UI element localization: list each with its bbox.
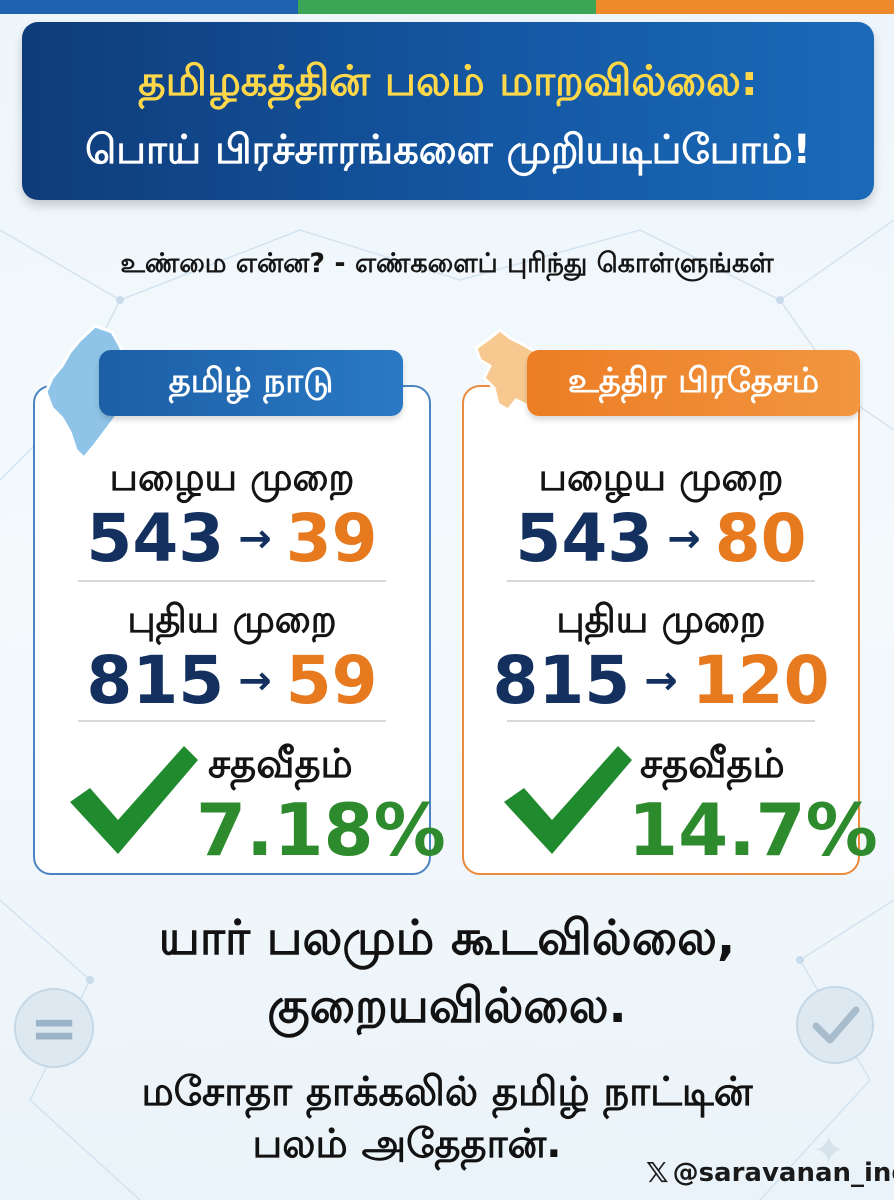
conclusion-line-2: குறையவில்லை. [267,978,627,1034]
conclusion-line-4: பலம் அதேதான். [252,1121,562,1167]
top-color-stripe [0,0,894,14]
uttar-pradesh-card [462,385,860,875]
equals-icon: = [14,988,94,1068]
tamil-nadu-card [33,385,431,875]
tn-divider-1 [78,580,386,582]
up-new-total: 815 [492,642,631,719]
tn-new-seats: 59 [285,642,378,719]
up-new-seats: 120 [691,642,830,719]
tn-old-system-numbers: 543 → 39 [33,506,431,572]
tn-new-total: 815 [86,642,225,719]
x-logo-icon: 𝕏 [646,1156,669,1189]
tn-old-seats: 39 [285,500,378,577]
right-arrow-icon: → [667,516,701,562]
headline-banner: தமிழகத்தின் பலம் மாறவில்லை: பொய் பிரச்சா… [22,22,874,200]
checkmark-icon [70,746,198,854]
tn-divider-2 [78,720,386,722]
tamil-nadu-label: தமிழ் நாடு [99,350,403,416]
up-old-seats: 80 [714,500,807,577]
right-arrow-icon: → [238,658,272,704]
tn-percent-label: சதவீதம் [208,741,353,787]
tn-percent-value: 7.18% [196,788,446,872]
tn-old-system-label: பழைய முறை [109,455,355,499]
headline-line-2: பொய் பிரச்சாரங்களை முறியடிப்போம்! [85,127,811,173]
headline-line-1: தமிழகத்தின் பலம் மாறவில்லை: [138,56,758,105]
conclusion-line-1: யார் பலமும் கூடவில்லை, [158,910,736,966]
uttar-pradesh-label: உத்திர பிரதேசம் [527,350,860,416]
subtitle: உண்மை என்ன? - எண்களைப் புரிந்து கொள்ளுங்… [120,248,774,279]
tn-new-system-label: புதிய முறை [127,597,337,641]
checkmark-icon [504,746,632,854]
tn-new-system-numbers: 815 → 59 [33,648,431,714]
up-percent-label: சதவீதம் [640,741,785,787]
up-divider-1 [507,580,815,582]
right-arrow-icon: → [238,516,272,562]
up-new-system-numbers: 815 → 120 [462,648,860,714]
sparkle-icon: ✦ [812,1128,846,1174]
up-divider-2 [507,720,815,722]
up-old-total: 543 [515,500,654,577]
conclusion-line-3: மசோதா தாக்கலில் தமிழ் நாட்டின் [141,1069,753,1115]
up-old-system-numbers: 543 → 80 [462,506,860,572]
up-percent-value: 14.7% [628,788,878,872]
up-old-system-label: பழைய முறை [538,455,784,499]
check-circle-icon [796,986,874,1064]
author-credit: 𝕏 @saravanan_ind1 [646,1156,894,1189]
tn-old-total: 543 [86,500,225,577]
right-arrow-icon: → [644,658,678,704]
author-handle: @saravanan_ind1 [672,1157,894,1188]
up-new-system-label: புதிய முறை [556,597,766,641]
